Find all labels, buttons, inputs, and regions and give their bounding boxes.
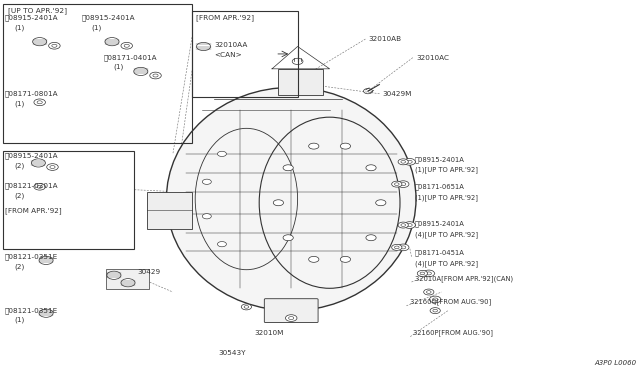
Text: Ⓑ08171-0451A: Ⓑ08171-0451A [415,250,465,256]
Text: 32160P[FROM AUG.'90]: 32160P[FROM AUG.'90] [413,330,493,336]
Text: 32010AB: 32010AB [369,36,402,42]
Text: A3P0 L0060: A3P0 L0060 [595,360,637,366]
Bar [192,11,298,97]
Text: (1): (1) [113,64,124,70]
Text: Ⓑ08171-0801A: Ⓑ08171-0801A [5,91,59,97]
Text: Ⓑ08171-0651A: Ⓑ08171-0651A [415,183,465,190]
Circle shape [398,159,408,165]
Circle shape [366,165,376,171]
Text: 32010M: 32010M [255,330,284,336]
Circle shape [34,183,45,190]
Text: (1): (1) [15,100,25,107]
Text: 32010A[FROM APR.'92](CAN): 32010A[FROM APR.'92](CAN) [415,275,513,282]
Circle shape [283,165,293,171]
Bar [3,4,192,143]
FancyBboxPatch shape [147,192,192,229]
Ellipse shape [166,87,416,311]
Circle shape [397,244,409,251]
Circle shape [308,256,319,262]
Text: 32160Q[FROM AUG.'90]: 32160Q[FROM AUG.'90] [410,299,491,305]
Text: (4)[UP TO APR.'92]: (4)[UP TO APR.'92] [415,231,478,238]
FancyBboxPatch shape [264,299,318,323]
Circle shape [392,181,402,187]
Text: (2): (2) [15,263,25,270]
Text: (1): (1) [15,317,25,323]
Circle shape [283,235,293,241]
Text: Ⓥ08915-2401A: Ⓥ08915-2401A [415,221,465,227]
Text: (2): (2) [15,163,25,169]
Circle shape [150,72,161,79]
Circle shape [196,42,211,51]
Text: Ⓑ08121-0201A: Ⓑ08121-0201A [5,182,59,189]
Circle shape [392,244,402,250]
Circle shape [397,181,409,187]
Circle shape [376,200,386,206]
Text: Ⓑ08171-0401A: Ⓑ08171-0401A [104,54,157,61]
Text: (1): (1) [92,24,102,31]
Circle shape [31,159,45,167]
Circle shape [398,222,408,228]
Bar [106,269,149,289]
Text: (4)[UP TO APR.'92]: (4)[UP TO APR.'92] [415,260,478,267]
Circle shape [39,256,53,264]
Circle shape [47,164,58,170]
Text: 30543Y: 30543Y [219,350,246,356]
Text: Ⓑ08121-0351E: Ⓑ08121-0351E [5,254,58,260]
Text: (1): (1) [15,24,25,31]
Circle shape [429,296,441,303]
Circle shape [340,256,351,262]
Text: [UP TO APR.'92]: [UP TO APR.'92] [8,7,67,14]
Circle shape [202,179,211,185]
Text: [FROM APR.'92]: [FROM APR.'92] [5,208,61,214]
FancyBboxPatch shape [278,69,323,95]
Bar [3,151,134,249]
Text: [FROM APR.'92]: [FROM APR.'92] [196,14,254,21]
Circle shape [404,222,415,228]
Text: <CAN>: <CAN> [214,52,242,58]
Circle shape [105,38,119,46]
Text: Ⓑ08121-0351E: Ⓑ08121-0351E [5,307,58,314]
Text: 32010AC: 32010AC [416,55,449,61]
Text: 32010AA: 32010AA [214,42,248,48]
Circle shape [404,158,415,165]
Circle shape [202,214,211,219]
Text: 30429: 30429 [138,269,161,275]
Circle shape [121,279,135,287]
Circle shape [424,289,434,295]
Circle shape [134,67,148,76]
Text: Ⓥ08915-2401A: Ⓥ08915-2401A [415,156,465,163]
Text: 30429M: 30429M [383,91,412,97]
Text: Ⓥ08915-2401A: Ⓥ08915-2401A [5,153,59,159]
Circle shape [107,271,121,279]
Circle shape [241,304,252,310]
Text: Ⓥ08915-2401A: Ⓥ08915-2401A [82,15,136,22]
Circle shape [121,42,132,49]
Text: (1)[UP TO APR.'92]: (1)[UP TO APR.'92] [415,194,477,201]
Circle shape [308,143,319,149]
Circle shape [417,270,428,276]
Circle shape [273,200,284,206]
Circle shape [33,38,47,46]
Text: (2): (2) [15,192,25,199]
Circle shape [218,151,227,157]
Circle shape [218,241,227,247]
Circle shape [39,309,53,317]
Circle shape [285,315,297,321]
Circle shape [423,270,435,277]
Text: Ⓥ08915-2401A: Ⓥ08915-2401A [5,15,59,22]
Circle shape [49,42,60,49]
Circle shape [34,99,45,106]
Text: (1)[UP TO APR.'92]: (1)[UP TO APR.'92] [415,166,477,173]
Circle shape [430,308,440,314]
Circle shape [366,235,376,241]
Circle shape [340,143,351,149]
